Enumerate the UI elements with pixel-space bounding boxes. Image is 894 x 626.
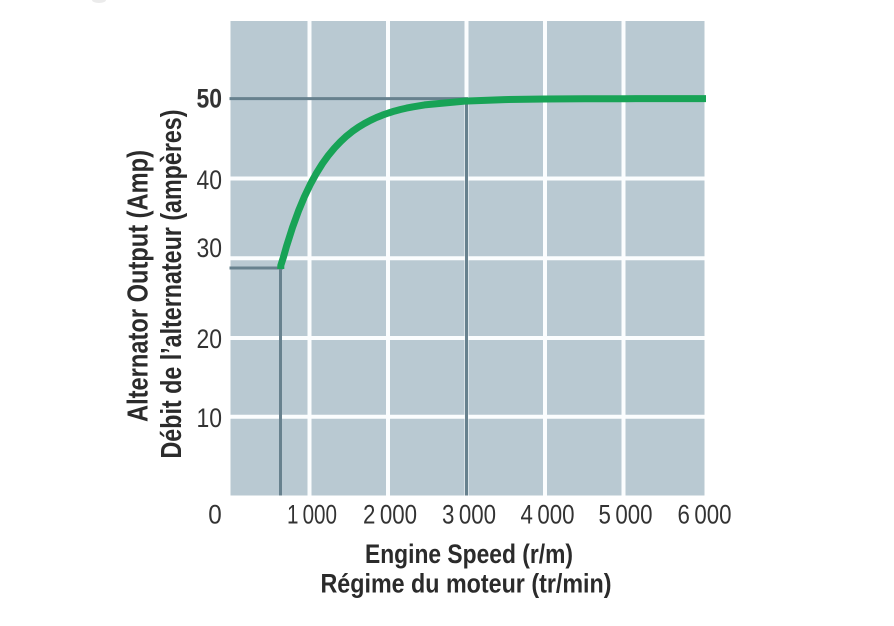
svg-text:40: 40 (197, 165, 223, 195)
svg-text:Engine Speed (r/m): Engine Speed (r/m) (365, 539, 573, 569)
svg-text:0: 0 (208, 499, 222, 529)
svg-text:3 000: 3 000 (442, 499, 496, 529)
svg-text:Régime du moteur (tr/min): Régime du moteur (tr/min) (321, 569, 612, 599)
svg-text:30: 30 (197, 233, 223, 263)
svg-text:50: 50 (197, 84, 223, 114)
svg-text:6 000: 6 000 (678, 499, 732, 529)
svg-text:1 000: 1 000 (287, 499, 337, 529)
svg-text:2 000: 2 000 (363, 499, 417, 529)
svg-text:20: 20 (197, 324, 223, 354)
svg-text:Débit de l’alternateur (ampère: Débit de l’alternateur (ampères) (156, 110, 188, 459)
svg-text:Alternator Output (Amp): Alternator Output (Amp) (123, 150, 155, 422)
svg-text:10: 10 (197, 403, 223, 433)
svg-text:5 000: 5 000 (599, 499, 653, 529)
svg-text:4 000: 4 000 (521, 499, 575, 529)
